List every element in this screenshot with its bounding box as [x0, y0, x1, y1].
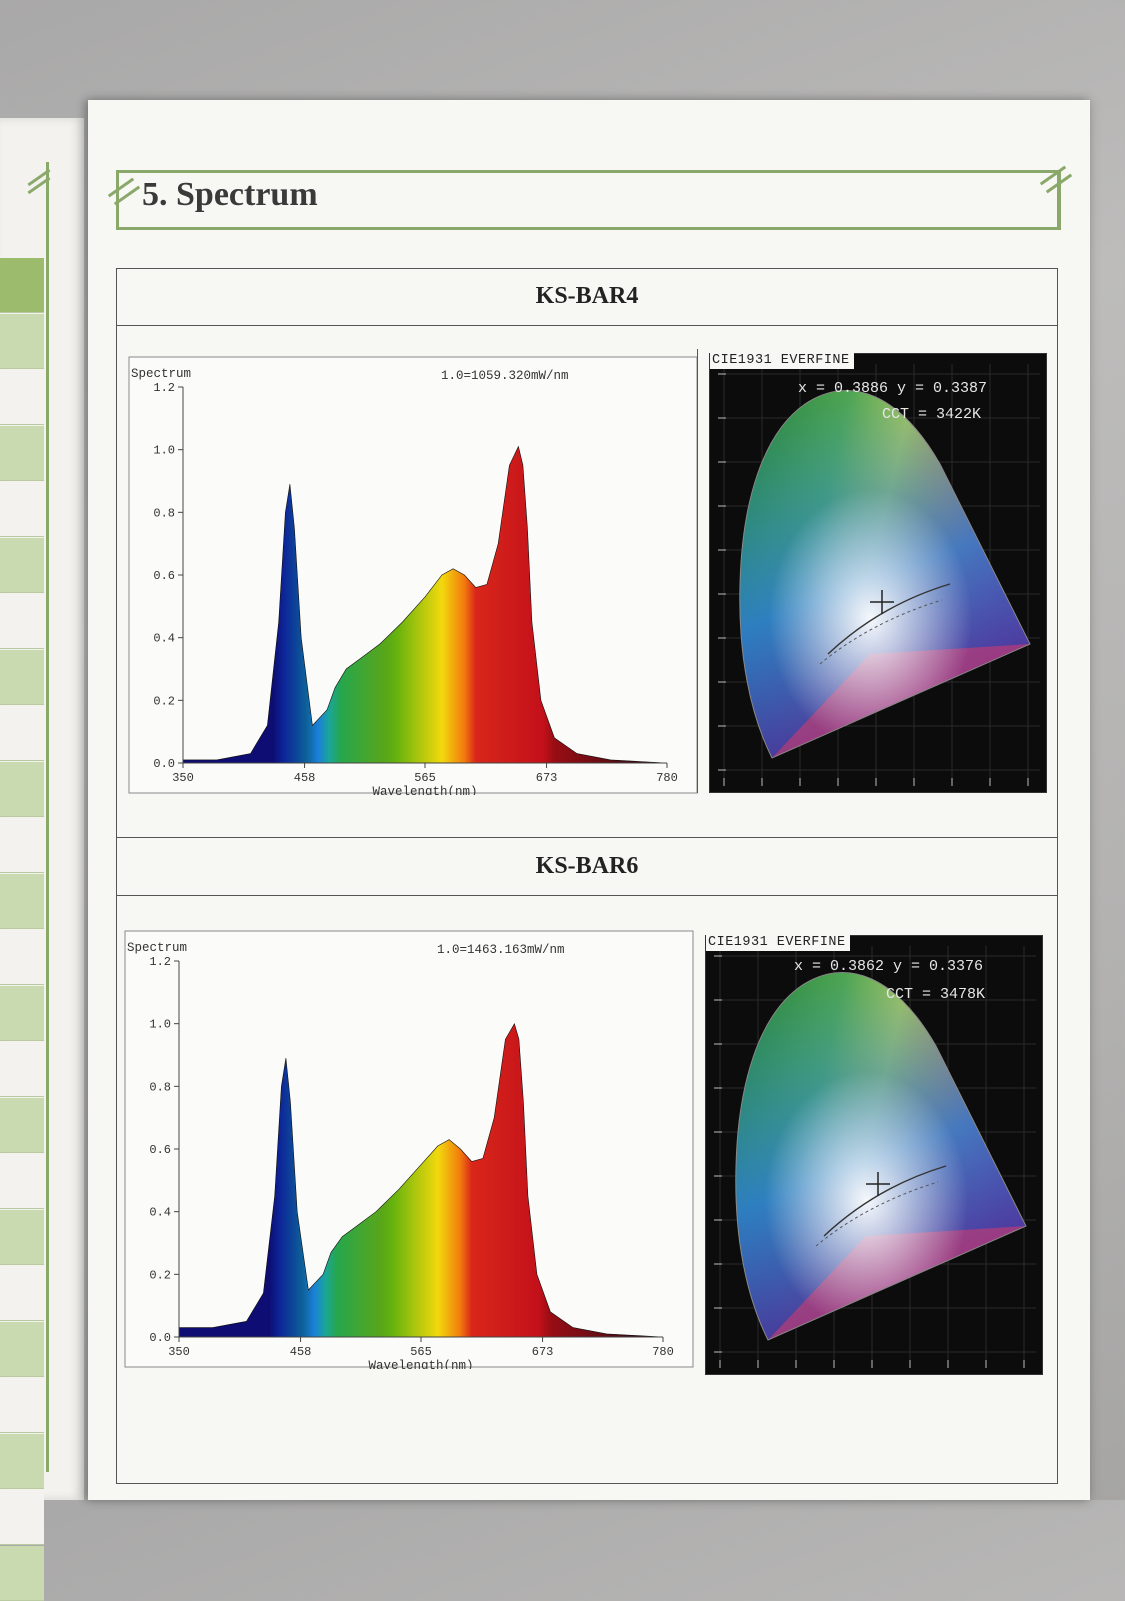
y-tick-label: 0.4	[153, 632, 175, 646]
x-tick-label: 673	[536, 771, 558, 785]
x-tick-label: 458	[294, 771, 316, 785]
facing-page-row	[0, 1266, 44, 1321]
facing-page-row	[0, 818, 44, 873]
spectrum-table: KS-BAR4 0.0 0.2 0.4 0.6 0.8 1.0 1.2 350 458 565 67…	[116, 268, 1058, 1484]
facing-page-row	[0, 594, 44, 649]
x-tick-label: 780	[652, 1345, 674, 1359]
facing-page-row	[0, 706, 44, 761]
planckian-locus	[815, 1181, 939, 1247]
x-tick-label: 565	[410, 1345, 432, 1359]
facing-page-row	[0, 370, 44, 425]
x-axis-label: Wavelength(nm)	[368, 1359, 473, 1369]
cie-white-point-glow	[739, 390, 1030, 758]
y-tick-label: 0.0	[149, 1331, 171, 1345]
y-tick-label: 0.2	[149, 1268, 171, 1282]
facing-page-edge	[0, 118, 84, 1601]
cie-white-point-glow	[735, 972, 1026, 1340]
cie-diagram-ks-bar4: CIE1931 EVERFINE x = 0.3886 y = 0.3387 C…	[709, 352, 1047, 793]
facing-page-row	[0, 650, 44, 705]
facing-page-row	[0, 482, 44, 537]
cie-cct: CCT = 3422K	[882, 406, 982, 423]
x-tick-label: 780	[656, 771, 678, 785]
facing-page-row	[0, 1546, 44, 1601]
facing-page-row	[0, 762, 44, 817]
facing-page-row	[0, 1490, 44, 1545]
cie-chromaticity-svg	[718, 364, 1040, 786]
spectrum-area	[178, 1022, 664, 1338]
cie-diagram-ks-bar6: CIE1931 EVERFINE x = 0.3862 y = 0.3376 C…	[705, 934, 1043, 1375]
y-tick-label: 0.6	[149, 1143, 171, 1157]
cie-coordinates: x = 0.3862 y = 0.3376	[794, 958, 984, 975]
facing-page-row	[0, 258, 44, 313]
y-tick-label: 1.2	[149, 955, 171, 969]
y-tick-label: 0.0	[153, 757, 175, 771]
y-tick-label: 0.2	[153, 694, 175, 708]
cie-cct: CCT = 3478K	[886, 986, 986, 1003]
cie-locus-outline	[735, 972, 1027, 1341]
facing-page-row	[0, 1210, 44, 1265]
facing-page-row	[0, 314, 44, 369]
cie-title: CIE1931 EVERFINE	[710, 352, 854, 369]
section-title: 5. Spectrum	[142, 176, 318, 213]
y-tick-label: 1.0	[153, 444, 175, 458]
row-divider	[117, 895, 1057, 896]
spectrum-chart-ks-bar6: 0.0 0.2 0.4 0.6 0.8 1.0 1.2 350 458 565 673 780 Spec…	[123, 929, 699, 1369]
spectrum-area	[182, 445, 668, 764]
y-tick-label: 0.8	[149, 1080, 171, 1094]
x-tick-label: 350	[168, 1345, 190, 1359]
model-title: KS-BAR4	[535, 283, 639, 309]
spectrum-chart-svg: 0.0 0.2 0.4 0.6 0.8 1.0 1.2 350 458 565 673 780 Spec…	[124, 930, 694, 1369]
cie-title: CIE1931 EVERFINE	[706, 934, 850, 951]
facing-page-row	[0, 1042, 44, 1097]
facing-page-row	[0, 426, 44, 481]
facing-page-row	[0, 1378, 44, 1433]
y-tick-label: 0.8	[153, 506, 175, 520]
cie-chromaticity-svg	[714, 946, 1036, 1368]
spectrum-chart-ks-bar4: 0.0 0.2 0.4 0.6 0.8 1.0 1.2 350 458 565 673 780 Spec…	[127, 355, 703, 795]
x-tick-label: 350	[172, 771, 194, 785]
y-axis-label: Spectrum	[127, 941, 187, 955]
facing-page-frame	[0, 162, 49, 1472]
spectrum-page: 5. Spectrum KS-BAR4 0.0 0.2 0.4 0.6 0.8 1.0 1.…	[88, 100, 1090, 1500]
x-tick-label: 458	[290, 1345, 312, 1359]
y-tick-label: 1.2	[153, 381, 175, 395]
facing-page-row	[0, 930, 44, 985]
cell-divider	[697, 349, 698, 793]
row-divider	[117, 325, 1057, 326]
facing-page-row	[0, 1322, 44, 1377]
facing-page-row	[0, 1434, 44, 1489]
x-tick-label: 565	[414, 771, 436, 785]
cie-locus-outline	[739, 390, 1031, 759]
spectrum-chart-svg: 0.0 0.2 0.4 0.6 0.8 1.0 1.2 350 458 565 673 780 Spec…	[128, 356, 698, 795]
model-title: KS-BAR6	[535, 853, 639, 879]
y-tick-label: 0.4	[149, 1206, 171, 1220]
scale-note: 1.0=1463.163mW/nm	[437, 943, 565, 957]
cie-coordinates: x = 0.3886 y = 0.3387	[798, 380, 988, 397]
y-tick-label: 0.6	[153, 569, 175, 583]
x-axis-label: Wavelength(nm)	[372, 785, 477, 795]
row-divider	[117, 837, 1057, 838]
facing-page-row	[0, 874, 44, 929]
y-axis-label: Spectrum	[131, 367, 191, 381]
planckian-locus	[819, 599, 943, 665]
x-tick-label: 673	[532, 1345, 554, 1359]
scale-note: 1.0=1059.320mW/nm	[441, 369, 569, 383]
facing-page-row	[0, 1098, 44, 1153]
facing-page-row	[0, 538, 44, 593]
y-tick-label: 1.0	[149, 1018, 171, 1032]
facing-page-row	[0, 986, 44, 1041]
facing-page-row	[0, 1154, 44, 1209]
